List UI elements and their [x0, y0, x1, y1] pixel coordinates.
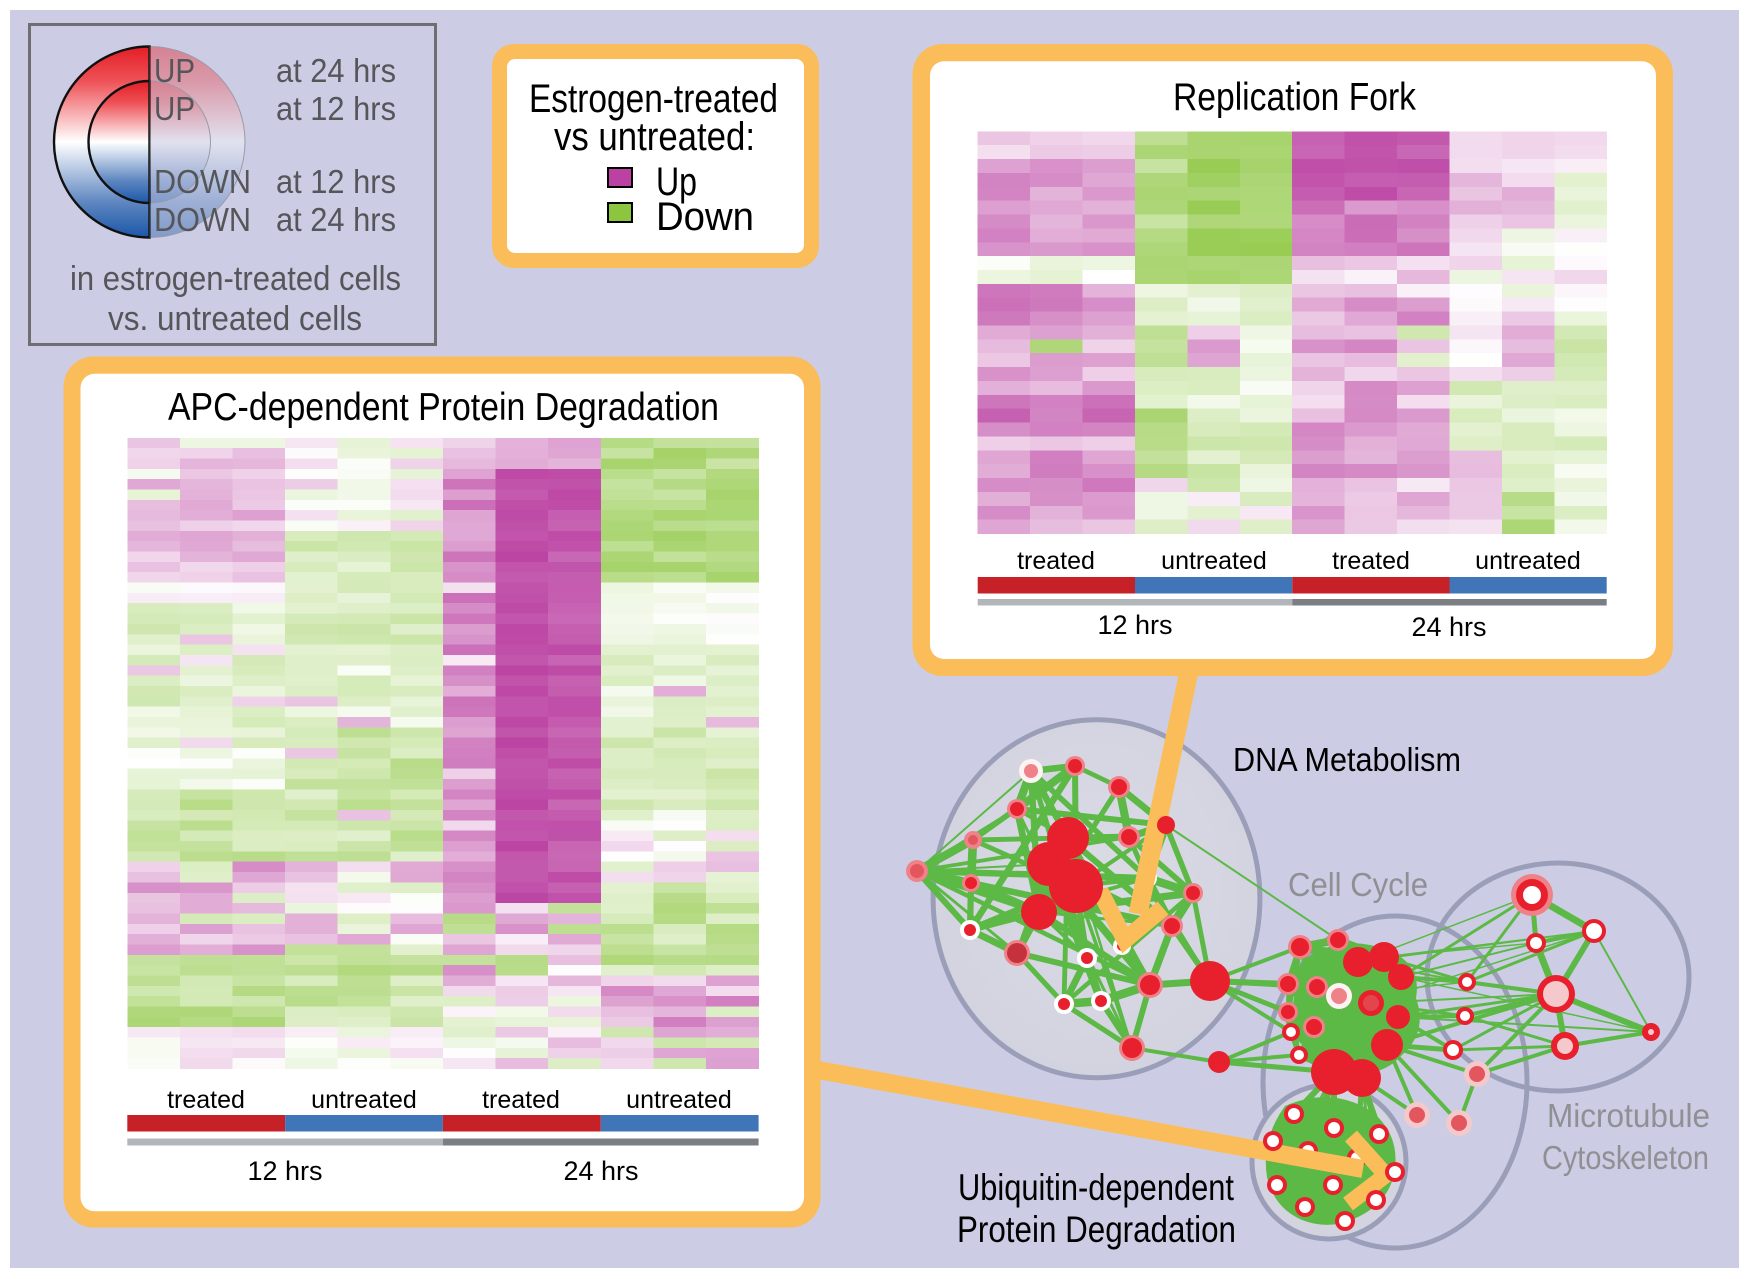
- svg-text:Cytoskeleton: Cytoskeleton: [1542, 1139, 1709, 1176]
- svg-text:UP: UP: [154, 52, 195, 89]
- svg-text:treated: treated: [167, 1086, 245, 1114]
- svg-text:untreated: untreated: [626, 1086, 732, 1114]
- svg-text:treated: treated: [1332, 547, 1410, 575]
- svg-text:12 hrs: 12 hrs: [247, 1156, 322, 1186]
- svg-text:Cell Cycle: Cell Cycle: [1288, 866, 1428, 903]
- svg-text:treated: treated: [1017, 547, 1095, 575]
- svg-text:DOWN: DOWN: [154, 163, 251, 200]
- svg-text:Up: Up: [656, 160, 697, 204]
- svg-text:at 12 hrs: at 12 hrs: [276, 90, 396, 127]
- svg-text:Replication Fork: Replication Fork: [1173, 76, 1416, 119]
- svg-text:treated: treated: [482, 1086, 560, 1114]
- svg-text:Ubiquitin-dependent: Ubiquitin-dependent: [958, 1167, 1235, 1208]
- svg-text:DNA Metabolism: DNA Metabolism: [1233, 741, 1461, 778]
- svg-text:at 24 hrs: at 24 hrs: [276, 52, 396, 89]
- svg-text:vs. untreated cells: vs. untreated cells: [108, 300, 362, 338]
- svg-text:Estrogen-treated: Estrogen-treated: [529, 77, 778, 121]
- svg-text:24 hrs: 24 hrs: [1411, 612, 1486, 642]
- svg-text:in estrogen-treated cells: in estrogen-treated cells: [70, 260, 401, 298]
- svg-text:untreated: untreated: [1161, 547, 1267, 575]
- svg-text:at 24 hrs: at 24 hrs: [276, 201, 396, 238]
- svg-text:DOWN: DOWN: [154, 201, 251, 238]
- svg-text:UP: UP: [154, 90, 195, 127]
- svg-text:untreated: untreated: [311, 1086, 417, 1114]
- svg-text:untreated: untreated: [1475, 547, 1581, 575]
- svg-text:Microtubule: Microtubule: [1547, 1097, 1710, 1134]
- svg-text:12 hrs: 12 hrs: [1097, 610, 1172, 640]
- svg-text:vs untreated:: vs untreated:: [554, 115, 755, 159]
- svg-text:Protein Degradation: Protein Degradation: [957, 1209, 1236, 1250]
- svg-text:APC-dependent Protein Degradat: APC-dependent Protein Degradation: [168, 386, 719, 429]
- svg-text:24 hrs: 24 hrs: [563, 1156, 638, 1186]
- svg-text:Down: Down: [656, 195, 754, 239]
- svg-text:at 12 hrs: at 12 hrs: [276, 163, 396, 200]
